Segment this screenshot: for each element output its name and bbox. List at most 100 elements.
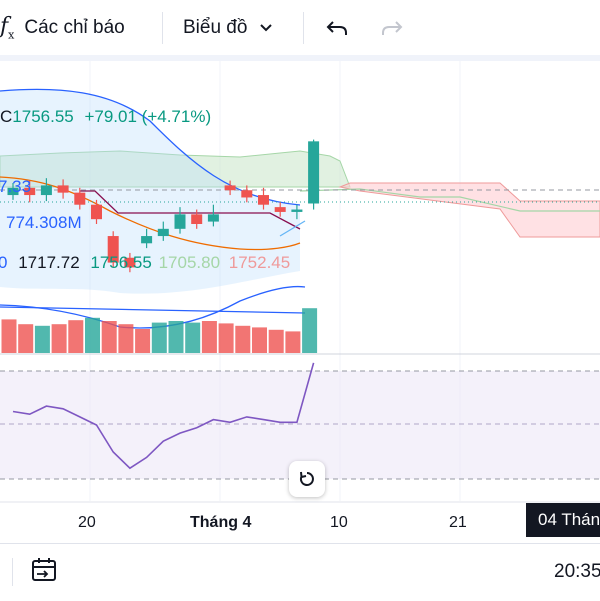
- candle: [224, 180, 236, 196]
- reset-chart-button[interactable]: [289, 461, 325, 497]
- volume-bar: [302, 308, 318, 353]
- volume-bar: [235, 325, 251, 353]
- candle-body: [91, 204, 102, 220]
- x-tick-label: 21: [449, 514, 467, 531]
- candle-body: [74, 192, 86, 205]
- volume-bar: [201, 321, 217, 353]
- candle: [291, 204, 303, 220]
- candle-body: [207, 214, 219, 222]
- candle-body: [174, 214, 186, 229]
- volume-bar: [168, 321, 184, 353]
- reset-icon: [299, 471, 314, 486]
- volume-bar: [1, 319, 17, 353]
- volume-bar: [285, 331, 301, 353]
- close-label: C: [0, 107, 13, 126]
- bollinger-legend: 0 1717.72 1756.55 1705.80 1752.45: [0, 253, 290, 273]
- candle: [74, 187, 86, 210]
- clock-time: 20:35: [554, 561, 600, 582]
- toolbar-divider: [303, 12, 304, 44]
- candle-body: [141, 236, 153, 244]
- x-tick-label: 20: [78, 514, 96, 531]
- x-tick-label: Tháng 4: [190, 514, 252, 531]
- volume-bar: [18, 324, 34, 353]
- volume-bar: [68, 320, 84, 353]
- candle: [308, 139, 320, 210]
- candle: [174, 207, 186, 234]
- ichimoku-span-line: [299, 188, 600, 212]
- candle: [258, 187, 269, 210]
- x-tick-label: 10: [330, 514, 348, 531]
- candle-body: [57, 185, 69, 193]
- redo-icon: [382, 20, 403, 35]
- candle: [40, 178, 52, 202]
- bb-prefix: 0: [0, 253, 8, 272]
- bb-lower: 1717.72: [18, 253, 80, 272]
- chart-type-button[interactable]: Biểu đồ: [183, 0, 273, 55]
- redo-button[interactable]: [381, 0, 403, 55]
- chevron-down-icon: [260, 23, 273, 31]
- bollinger-band-fill: [0, 89, 300, 294]
- date-range-button[interactable]: [30, 556, 60, 589]
- volume-legend: 774.308M: [6, 213, 82, 232]
- candle: [274, 202, 286, 217]
- bb-upper: 1752.45: [228, 253, 291, 272]
- bottom-bar: 20:35: [0, 543, 600, 601]
- candle: [57, 179, 69, 199]
- candle: [24, 180, 36, 203]
- rsi-line: [12, 362, 315, 470]
- candle-body: [191, 214, 203, 224]
- volume-bar: [118, 324, 134, 353]
- candle-body: [157, 228, 169, 237]
- bb-mid: 1756.55: [90, 253, 152, 272]
- candle: [7, 183, 19, 200]
- volume-bar: [252, 327, 267, 353]
- change-value: +79.01 (+4.71%): [84, 107, 212, 126]
- toolbar-divider: [162, 12, 163, 44]
- close-value: 1756.55: [12, 107, 74, 126]
- candle: [141, 228, 153, 249]
- volume-bar: [151, 322, 167, 353]
- candle: [157, 221, 169, 241]
- chart-type-label: Biểu đồ: [183, 16, 248, 38]
- volume-bar: [268, 329, 284, 353]
- indicators-button[interactable]: fx Các chỉ báo: [0, 0, 125, 55]
- candle-body: [274, 207, 286, 212]
- candle-body: [40, 185, 52, 196]
- bottom-divider: [12, 558, 13, 586]
- volume-ma-line: [0, 306, 306, 314]
- close-legend: C1756.55 +79.01 (+4.71%): [0, 107, 211, 127]
- function-icon: fx: [0, 13, 15, 42]
- candle-body: [224, 185, 236, 191]
- candle: [124, 252, 136, 273]
- blue-line-2: [279, 220, 306, 237]
- candle-body: [7, 187, 19, 196]
- indicators-label: Các chỉ báo: [24, 16, 125, 38]
- ichimoku-cloud-green: [0, 150, 351, 188]
- toolbar-shadow: [0, 55, 600, 61]
- candle: [107, 231, 119, 268]
- toolbar: fx Các chỉ báo Biểu đồ: [0, 0, 600, 55]
- bb-mid2: 1705.80: [158, 253, 221, 272]
- volume-bar: [101, 321, 117, 353]
- volume-bar: [218, 323, 234, 353]
- volume-bar: [34, 325, 50, 353]
- candle-body: [291, 209, 303, 212]
- crosshair-date-label: 04 Tháng: [526, 503, 600, 537]
- volume-bar: [185, 322, 201, 353]
- candle-body: [24, 187, 36, 196]
- baseline-line: [80, 190, 301, 230]
- undo-icon: [326, 20, 347, 35]
- candle-body: [241, 190, 253, 198]
- price-label-left: 7.33: [0, 177, 32, 196]
- candle-body: [107, 236, 119, 263]
- undo-button[interactable]: [326, 0, 348, 55]
- volume-bar: [135, 329, 151, 353]
- candle: [241, 185, 253, 203]
- ichimoku-cloud-red: [338, 182, 600, 238]
- volume-bar: [51, 324, 67, 353]
- candle: [91, 199, 102, 224]
- candle-body: [258, 195, 269, 205]
- candle: [191, 209, 203, 229]
- price-chart[interactable]: [0, 61, 600, 543]
- volume-bar: [85, 317, 100, 353]
